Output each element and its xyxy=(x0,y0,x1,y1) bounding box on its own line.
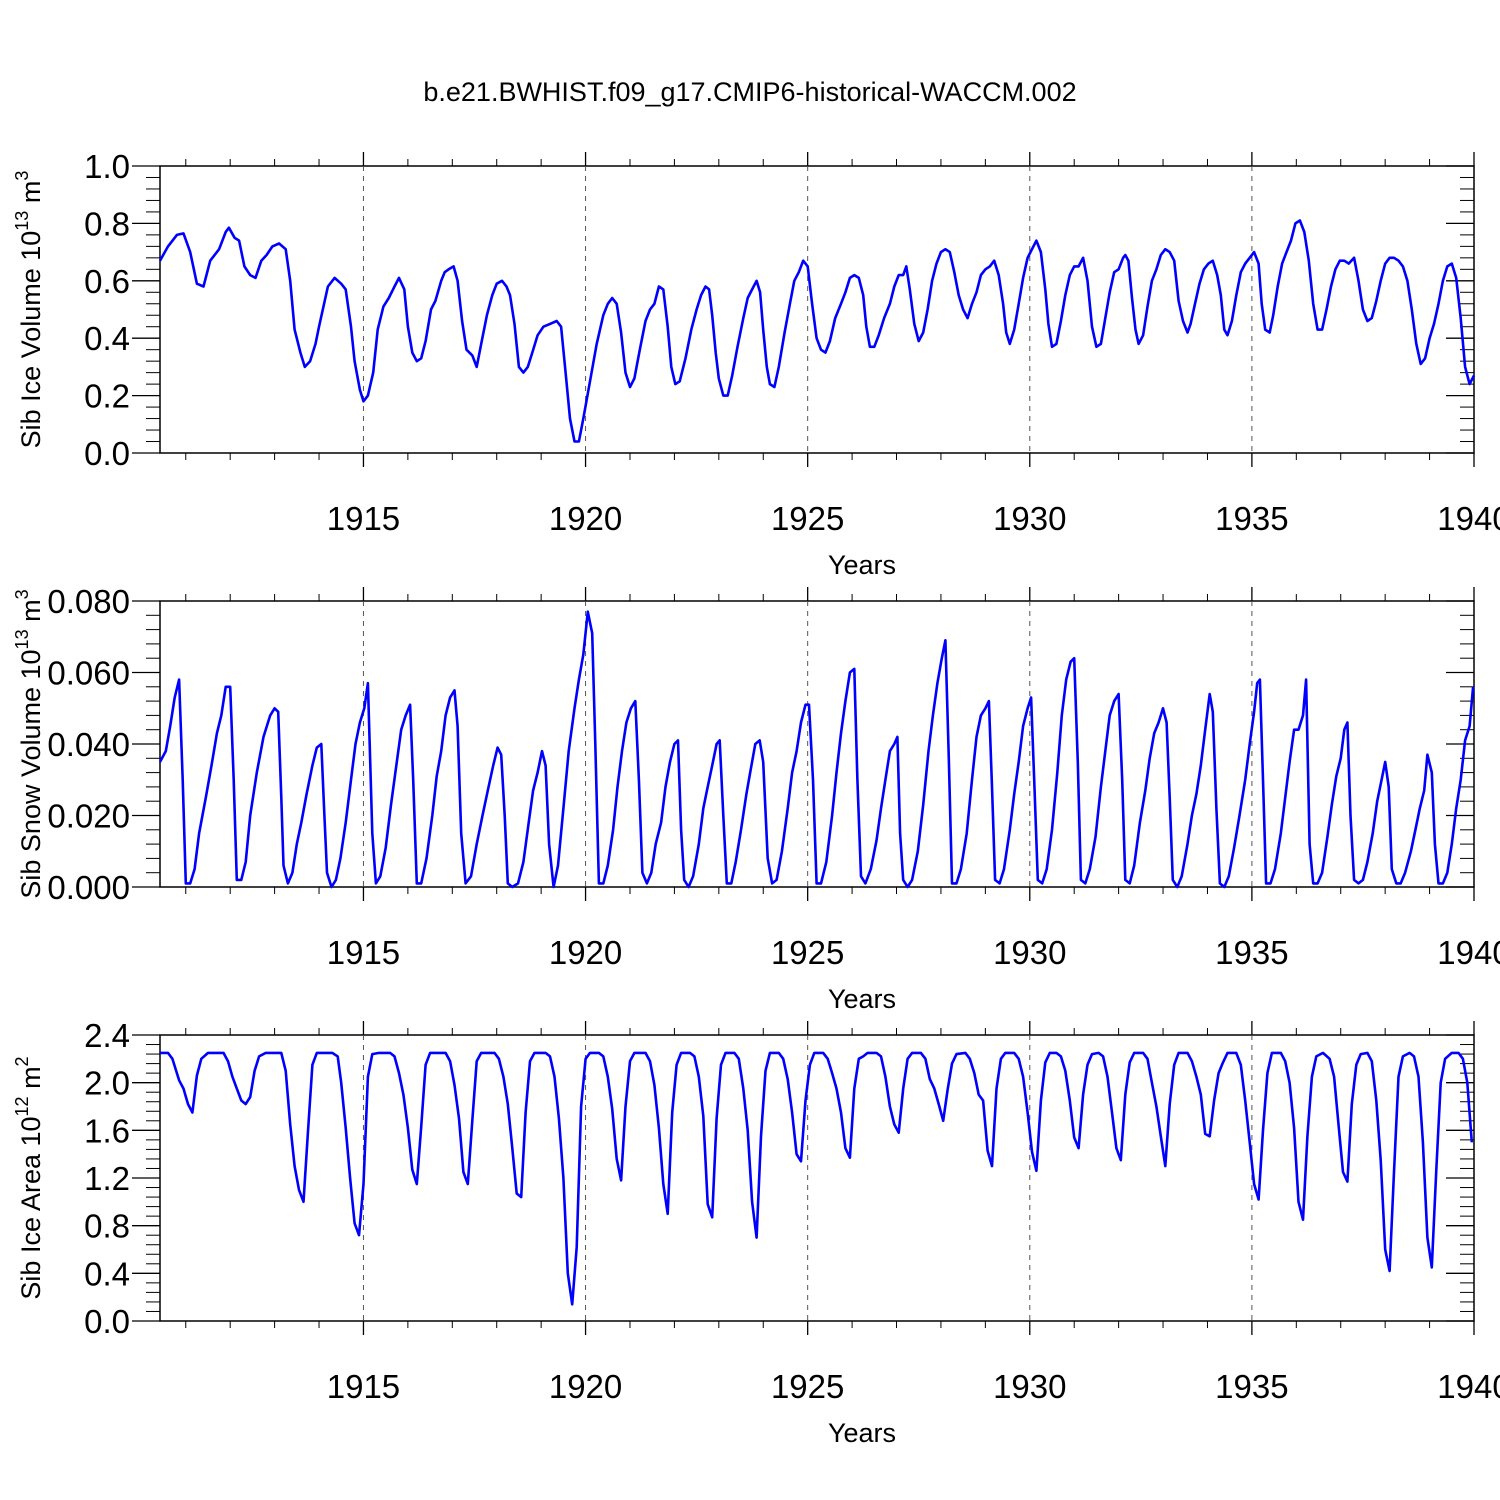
y-tick-label: 1.2 xyxy=(84,1160,130,1197)
figure-title: b.e21.BWHIST.f09_g17.CMIP6-historical-WA… xyxy=(423,77,1076,107)
x-tick-label: 1915 xyxy=(327,934,400,971)
y-tick-label: 0.0 xyxy=(84,435,130,472)
x-tick-label: 1920 xyxy=(549,500,622,537)
x-tick-label: 1920 xyxy=(549,1368,622,1405)
x-tick-label: 1940 xyxy=(1437,500,1500,537)
y-axis-label: Sib Snow Volume 1013 m3 xyxy=(12,589,46,898)
x-tick-label: 1930 xyxy=(993,500,1066,537)
y-axis-label-unit: m xyxy=(16,599,46,629)
x-tick-label: 1920 xyxy=(549,934,622,971)
x-tick-label: 1915 xyxy=(327,1368,400,1405)
y-tick-label: 0.060 xyxy=(47,655,130,692)
series-line-snow xyxy=(158,610,1475,889)
y-tick-label: 0.000 xyxy=(47,869,130,906)
y-axis-label-unit-exponent: 2 xyxy=(12,1056,32,1066)
y-axis-label-text: Sib Ice Area 10 xyxy=(16,1116,46,1299)
y-tick-label: 1.0 xyxy=(84,148,130,185)
plot-frame xyxy=(159,165,1475,454)
y-axis-label-unit: m xyxy=(16,1066,46,1096)
y-tick-label: 0.040 xyxy=(47,726,130,763)
y-tick-label: 0.2 xyxy=(84,378,130,415)
y-axis-label-exponent: 13 xyxy=(12,629,32,649)
x-tick-label: 1925 xyxy=(771,1368,844,1405)
y-tick-label: 2.4 xyxy=(84,1017,130,1054)
y-tick-label: 0.020 xyxy=(47,798,130,835)
y-axis-label-unit-exponent: 3 xyxy=(12,171,32,181)
x-tick-label: 1930 xyxy=(993,1368,1066,1405)
x-tick-label: 1935 xyxy=(1215,500,1288,537)
x-axis-label: Years xyxy=(828,1418,896,1448)
y-axis-label: Sib Ice Volume 1013 m3 xyxy=(12,171,46,449)
y-tick-label: 0.8 xyxy=(84,1208,130,1245)
x-tick-label: 1925 xyxy=(771,500,844,537)
y-axis-label-text: Sib Snow Volume 10 xyxy=(16,649,46,898)
y-tick-label: 0.080 xyxy=(47,583,130,620)
y-tick-label: 1.6 xyxy=(84,1112,130,1149)
y-tick-label: 0.6 xyxy=(84,263,130,300)
y-tick-label: 0.4 xyxy=(84,1255,130,1292)
y-axis-label-text: Sib Ice Volume 10 xyxy=(16,231,46,449)
x-tick-label: 1940 xyxy=(1437,1368,1500,1405)
x-tick-label: 1935 xyxy=(1215,934,1288,971)
x-tick-label: 1935 xyxy=(1215,1368,1288,1405)
series-line-area xyxy=(160,1051,1474,1306)
x-axis-label: Years xyxy=(828,550,896,580)
plot-frame xyxy=(159,600,1475,888)
series-line-volume xyxy=(158,219,1476,443)
y-tick-label: 0.8 xyxy=(84,205,130,242)
x-tick-label: 1940 xyxy=(1437,934,1500,971)
y-axis-label: Sib Ice Area 1012 m2 xyxy=(12,1056,46,1299)
y-axis-label-exponent: 13 xyxy=(12,211,32,231)
panels: 1915 1920 1925 1930 1935 1940 Years 0.0 0.2 0.4 0.… xyxy=(12,148,1500,1448)
panel-volume: 1915 1920 1925 1930 1935 1940 Years 0.0 0.2 0.4 0.… xyxy=(12,148,1500,580)
y-tick-label: 2.0 xyxy=(84,1065,130,1102)
x-tick-label: 1925 xyxy=(771,934,844,971)
x-axis-label: Years xyxy=(828,984,896,1014)
x-tick-label: 1915 xyxy=(327,500,400,537)
panel-area: 1915 1920 1925 1930 1935 1940 Years 0.0 0.4 0.8 1.… xyxy=(12,1017,1500,1448)
plot-frame xyxy=(159,1034,1475,1322)
y-tick-label: 0.4 xyxy=(84,320,130,357)
y-axis-label-unit-exponent: 3 xyxy=(12,589,32,599)
panel-snow: 1915 1920 1925 1930 1935 1940 Years 0.000 0.020 0… xyxy=(12,583,1500,1014)
x-tick-label: 1930 xyxy=(993,934,1066,971)
y-tick-label: 0.0 xyxy=(84,1303,130,1340)
y-axis-label-exponent: 12 xyxy=(12,1096,32,1116)
y-axis-label-unit: m xyxy=(16,181,46,211)
